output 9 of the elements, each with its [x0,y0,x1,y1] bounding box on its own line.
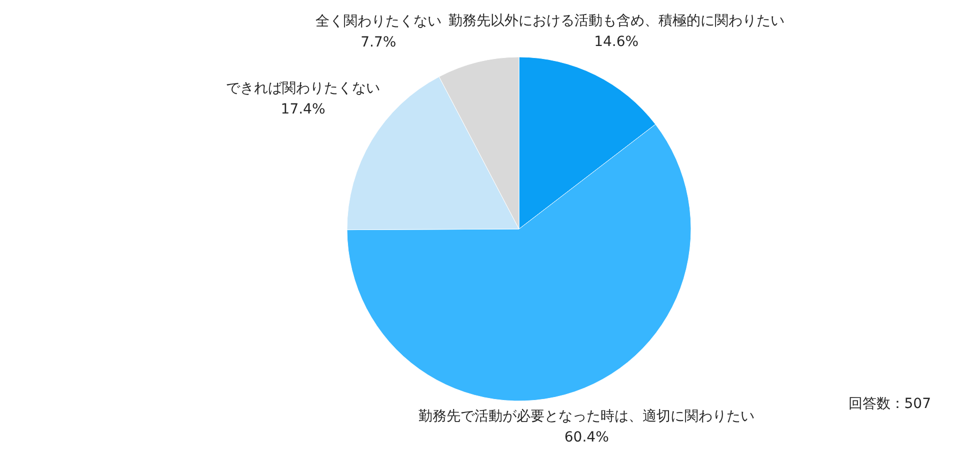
data-label: 60.4% [564,429,609,446]
slice-label: 勤務先で活動が必要となった時は、適切に関わりたい [418,408,755,424]
slice-label: できれば関わりたくない [226,80,380,97]
data-label: 7.7% [360,34,396,50]
text: 回答数：507 [848,395,931,414]
data-label: 17.4% [280,102,326,118]
data-label: 14.6% [594,34,639,50]
slice-label: 勤務先以外における活動も含め、積極的に関わりたい [448,13,784,30]
slice-label: 全く関わりたくない [315,13,442,30]
